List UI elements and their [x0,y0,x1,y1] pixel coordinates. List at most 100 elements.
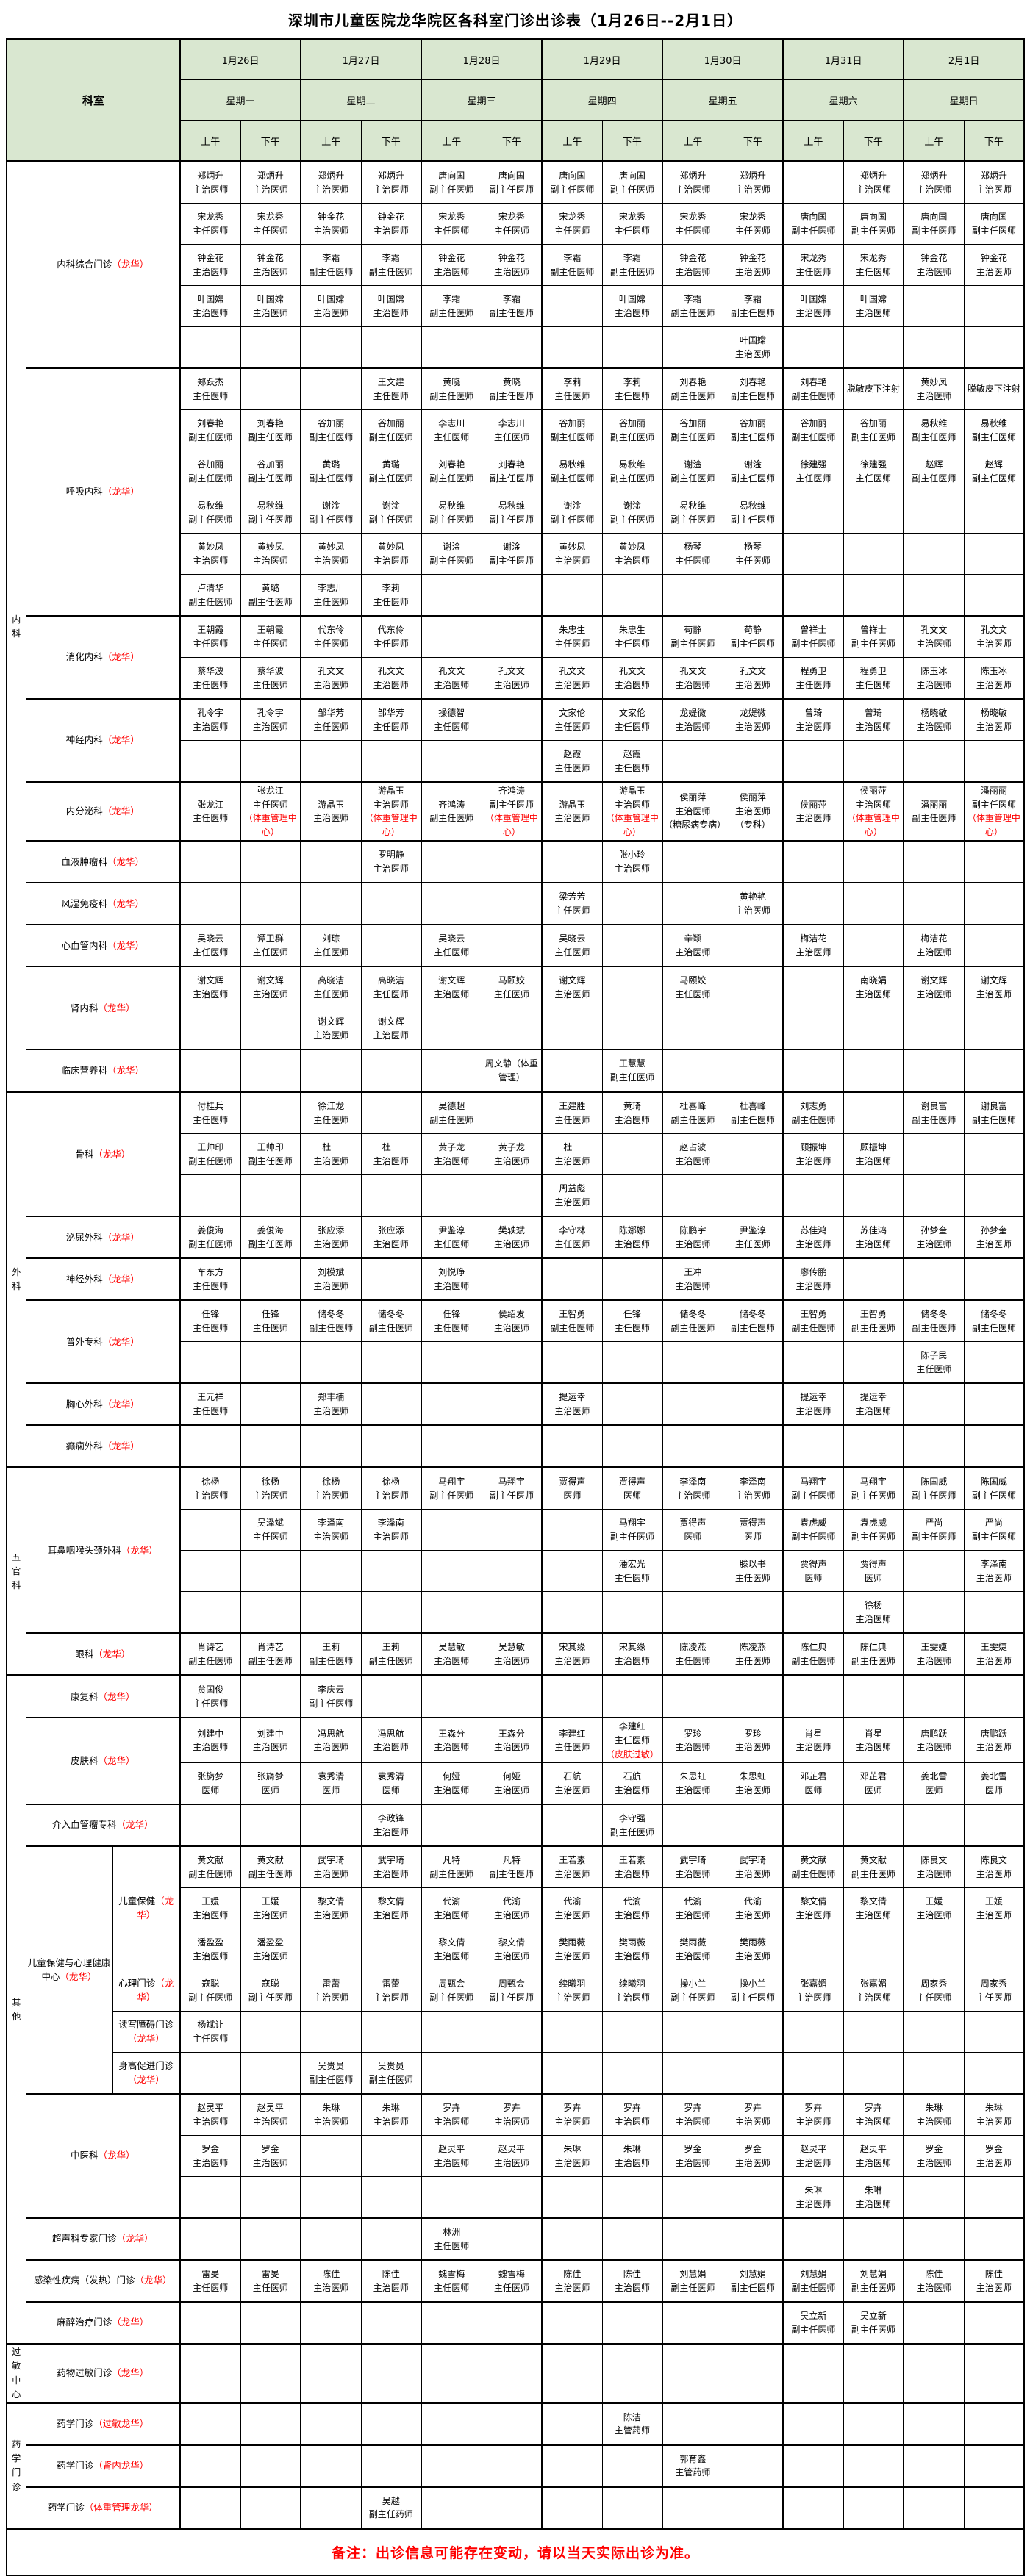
schedule-cell: 朱思虹 主治医师 [662,1762,723,1805]
schedule-cell: 梅洁花 主治医师 [782,924,844,967]
schedule-cell: 樊雨薇 主治医师 [541,1929,603,1971]
schedule-cell: 潘丽丽 副主任医师 （体重管理中心） [963,781,1025,842]
schedule-cell [481,840,543,883]
schedule-cell: 黄子龙 主治医师 [481,1133,543,1176]
schedule-cell [481,2401,543,2446]
schedule-cell: 王莉 副主任医师 [360,1632,422,1676]
schedule-cell: 李霜 副主任医师 [421,285,482,327]
schedule-cell [541,1049,603,1093]
schedule-cell [662,2486,723,2530]
schedule-cell [300,326,362,369]
schedule-cell: 易秋维 副主任医师 [903,409,965,451]
schedule-cell [903,1674,965,1718]
dept-label: 临床营养科 [61,1064,108,1076]
schedule-cell: 石航 主治医师 [541,1762,603,1805]
schedule-cell: 马翔宇 副主任医师 [843,1466,904,1510]
schedule-cell [843,1257,904,1301]
dept-campus-label: （肾内龙华） [93,2460,149,2472]
schedule-cell: 陈仁典 副主任医师 [782,1632,844,1676]
dept-label: 血液肿瘤科 [61,855,108,867]
schedule-cell: 马翔宇 副主任医师 [421,1466,482,1510]
schedule-cell [601,2176,663,2219]
schedule-cell [179,882,241,925]
schedule-cell: 游晶玉 主治医师 （体重管理中心） [360,781,422,842]
schedule-cell [722,966,784,1009]
schedule-cell [541,2052,603,2095]
schedule-cell: 谢淦 副主任医师 [481,533,543,575]
schedule-cell [782,1341,844,1384]
schedule-cell: 武宇琦 主治医师 [300,1845,362,1889]
schedule-cell: 吴晓云 主任医师 [421,924,482,967]
dept-group-cell: 儿童保健与心理健康中心（龙华） [25,1845,113,2095]
schedule-cell: 谢文辉 主治医师 [179,966,241,1009]
schedule-cell [963,2052,1025,2095]
dept-cell: 神经内科（龙华） [25,698,181,783]
dept-label: 肾内科 [71,1002,99,1013]
column-header-week: 星期日 [903,79,1025,121]
schedule-cell [903,574,965,617]
schedule-cell [963,2176,1025,2219]
schedule-cell: 吴泽斌 主任医师 [240,1509,301,1551]
schedule-cell: 续曦羽 主治医师 [601,1970,663,2012]
schedule-cell: 孔文文 主治医师 [963,615,1025,658]
schedule-cell: 代渝 主治医师 [541,1887,603,1930]
schedule-cell [843,2052,904,2095]
schedule-cell: 姜俊海 副主任医师 [240,1216,301,1259]
schedule-cell [722,2052,784,2095]
schedule-cell: 李莉 主任医师 [601,367,663,410]
schedule-cell [360,2176,422,2219]
schedule-cell: 孔文文 主治医师 [662,657,723,700]
schedule-cell: 谢文辉 主治医师 [360,1008,422,1050]
schedule-cell [300,2444,362,2488]
schedule-cell [903,2217,965,2261]
schedule-cell [903,840,965,883]
schedule-cell [903,1929,965,1971]
column-header-date: 1月26日 [179,38,301,80]
schedule-cell: 易秋维 副主任医师 [662,492,723,534]
dept-label: 消化内科 [65,651,103,663]
schedule-cell: 郑炳升 主治医师 [179,160,241,204]
schedule-cell: 朱琳 主治医师 [300,2093,362,2136]
schedule-cell [300,2301,362,2345]
schedule-cell: 钟金花 主治医师 [421,244,482,286]
schedule-cell: 侯丽萍 主治医师 （体重管理中心） [843,781,904,842]
schedule-cell: 谢文辉 主治医师 [300,1008,362,1050]
schedule-cell [300,2135,362,2178]
schedule-cell: 杜一 主治医师 [541,1133,603,1176]
schedule-cell: 叶国嫦 主治医师 [782,285,844,327]
schedule-cell [843,2401,904,2446]
table-row: 徐杨 主治医师 [7,1591,1025,1634]
schedule-cell: 吴立新 副主任医师 [782,2301,844,2345]
dept-label: 药学门诊 [57,2460,94,2472]
schedule-cell: 赵辉 副主任医师 [903,451,965,492]
table-row: 眼科（龙华） 肖诗艺 副主任医师 肖诗艺 副主任医师 王莉 副主任医师 王莉 副主任医师 吴慧敏主… [7,1632,1025,1676]
dept-label: 骨科 [75,1148,94,1160]
schedule-cell [903,1591,965,1634]
schedule-cell [782,2217,844,2261]
schedule-cell [421,1382,482,1426]
schedule-cell [903,2011,965,2053]
schedule-cell: 廖传鹏 主治医师 [782,1257,844,1301]
schedule-cell [601,2052,663,2095]
table-row: 叶国嫦 主治医师 [7,326,1025,369]
schedule-cell: 罗卉 主治医师 [722,2093,784,2136]
schedule-cell: 曾琦 主治医师 [782,698,844,741]
dept-campus-label: （龙华） [98,1002,135,1013]
schedule-cell [481,1674,543,1718]
schedule-cell [240,2217,301,2261]
schedule-cell [541,2486,603,2530]
dept-label: 药物过敏门诊 [57,2367,112,2379]
schedule-cell [179,1174,241,1217]
schedule-cell [421,2401,482,2446]
schedule-cell [300,1550,362,1593]
dept-campus-label: （龙华） [107,939,145,951]
schedule-cell: 钟金花 主治医师 [662,244,723,286]
schedule-cell: 罗珍 主治医师 [722,1717,784,1764]
schedule-cell [481,2301,543,2345]
schedule-cell [722,2444,784,2488]
schedule-cell [903,1008,965,1050]
schedule-cell: 唐向国 副主任医师 [782,203,844,245]
schedule-cell: 徐杨 主治医师 [300,1466,362,1510]
schedule-cell: 高晓洁 主任医师 [360,966,422,1009]
schedule-cell: 吴立新 副主任医师 [843,2301,904,2345]
